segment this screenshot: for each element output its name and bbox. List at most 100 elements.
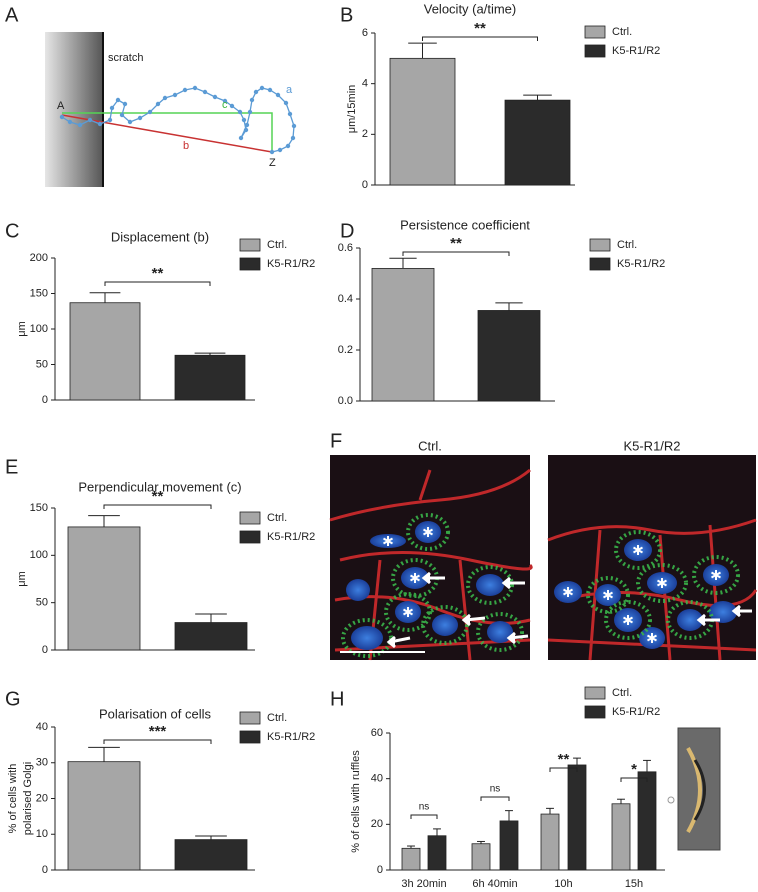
significance-bracket [402, 251, 510, 256]
chart-title: Velocity (a/time) [424, 1, 516, 16]
asterisk [410, 573, 420, 583]
track-point [259, 85, 265, 91]
image-label: Ctrl. [418, 438, 442, 453]
image-bg [548, 455, 756, 660]
y-tick-label: 100 [30, 323, 48, 335]
path-label: c [222, 99, 228, 111]
nuclei [346, 521, 513, 650]
asterisk [647, 633, 657, 643]
bar [174, 354, 246, 401]
ellipse [677, 609, 703, 631]
scratch-label: scratch [108, 52, 143, 64]
track-point [238, 135, 244, 141]
path-c [62, 112, 273, 150]
track-point [275, 92, 281, 98]
significance-label: *** [149, 723, 167, 740]
y-tick-label: 0.6 [338, 242, 353, 254]
track-point [241, 117, 247, 123]
y-tick-label: 20 [371, 818, 383, 830]
legend-swatch [589, 238, 611, 252]
significance-bracket [103, 739, 212, 744]
x-tick-label: 10h [554, 878, 572, 890]
significance-bracket [104, 281, 211, 286]
legend-label: K5-R1/R2 [612, 706, 660, 718]
ellipse [466, 565, 514, 605]
bar [67, 526, 141, 651]
y-tick-label: 30 [36, 757, 48, 769]
significance-label: ** [152, 265, 164, 282]
golgi [341, 513, 524, 658]
significance-bracket [103, 504, 212, 509]
track-point [107, 117, 113, 123]
bar [371, 267, 435, 402]
significance-label: ** [474, 20, 486, 37]
y-tick-label: 200 [30, 252, 48, 264]
significance-bracket [410, 814, 438, 819]
bar [540, 813, 560, 871]
bar [69, 302, 141, 401]
bar-chart: Perpendicular movement (c) μm 0 50 100 150 ** C… [16, 479, 315, 655]
panel-label: H [330, 688, 344, 710]
x-tick-label: 3h 20min [401, 878, 446, 890]
y-tick-label: 20 [36, 792, 48, 804]
asterisk [423, 527, 433, 537]
y-axis-label: μm/15min [346, 85, 358, 134]
legend-label: K5-R1/R2 [267, 531, 315, 543]
track-point [162, 95, 168, 101]
y-tick-label: 2 [362, 128, 368, 140]
track-point [182, 87, 188, 93]
marker [667, 796, 675, 804]
asterisk [603, 590, 613, 600]
bar [67, 761, 141, 871]
legend-swatch [239, 730, 261, 744]
track-point [291, 123, 297, 129]
panel-label: C [5, 220, 19, 242]
y-tick-label: 0.4 [338, 293, 353, 305]
chart-title: Displacement (b) [111, 229, 209, 244]
significance-label: * [631, 761, 637, 778]
legend-swatch [589, 257, 611, 271]
track-point [172, 92, 178, 98]
ellipse [384, 592, 432, 632]
y-tick-label: 0.2 [338, 344, 353, 356]
track-point [202, 89, 208, 95]
asterisk [383, 536, 393, 546]
ellipse [351, 626, 383, 650]
asterisk [657, 578, 667, 588]
bar-chart: % of cells with ruffles 0 20 40 60 3h 20min ns… [350, 686, 665, 890]
panel-label: D [340, 220, 354, 242]
y-axis-label: μm [16, 571, 28, 587]
track-point [115, 97, 121, 103]
track-point [122, 101, 128, 107]
y-tick-label: 4 [362, 78, 368, 90]
legend-label: K5-R1/R2 [617, 258, 665, 270]
bar [427, 835, 447, 871]
bar [401, 847, 421, 871]
y-tick-label: 0 [42, 864, 48, 876]
arrow [386, 635, 411, 649]
ellipse [476, 574, 504, 596]
legend-label: Ctrl. [267, 239, 287, 251]
bar [499, 820, 519, 871]
significance-bracket [549, 767, 578, 772]
track-point [87, 117, 93, 123]
chart-title: Perpendicular movement (c) [78, 479, 241, 494]
bar [174, 839, 248, 871]
ellipse [341, 618, 393, 658]
legend-label: Ctrl. [267, 712, 287, 724]
track-point [243, 127, 249, 133]
end-label: Z [269, 157, 276, 169]
track-point [237, 109, 243, 115]
track-point [212, 94, 218, 100]
track-point [285, 143, 291, 149]
path-a [61, 87, 295, 153]
bar [389, 57, 456, 186]
asterisks [383, 527, 721, 643]
ellipse [586, 576, 630, 614]
arrow [731, 604, 752, 618]
track-point [137, 115, 143, 121]
y-tick-label: 0 [42, 394, 48, 406]
asterisk [633, 545, 643, 555]
track-point [67, 119, 73, 125]
